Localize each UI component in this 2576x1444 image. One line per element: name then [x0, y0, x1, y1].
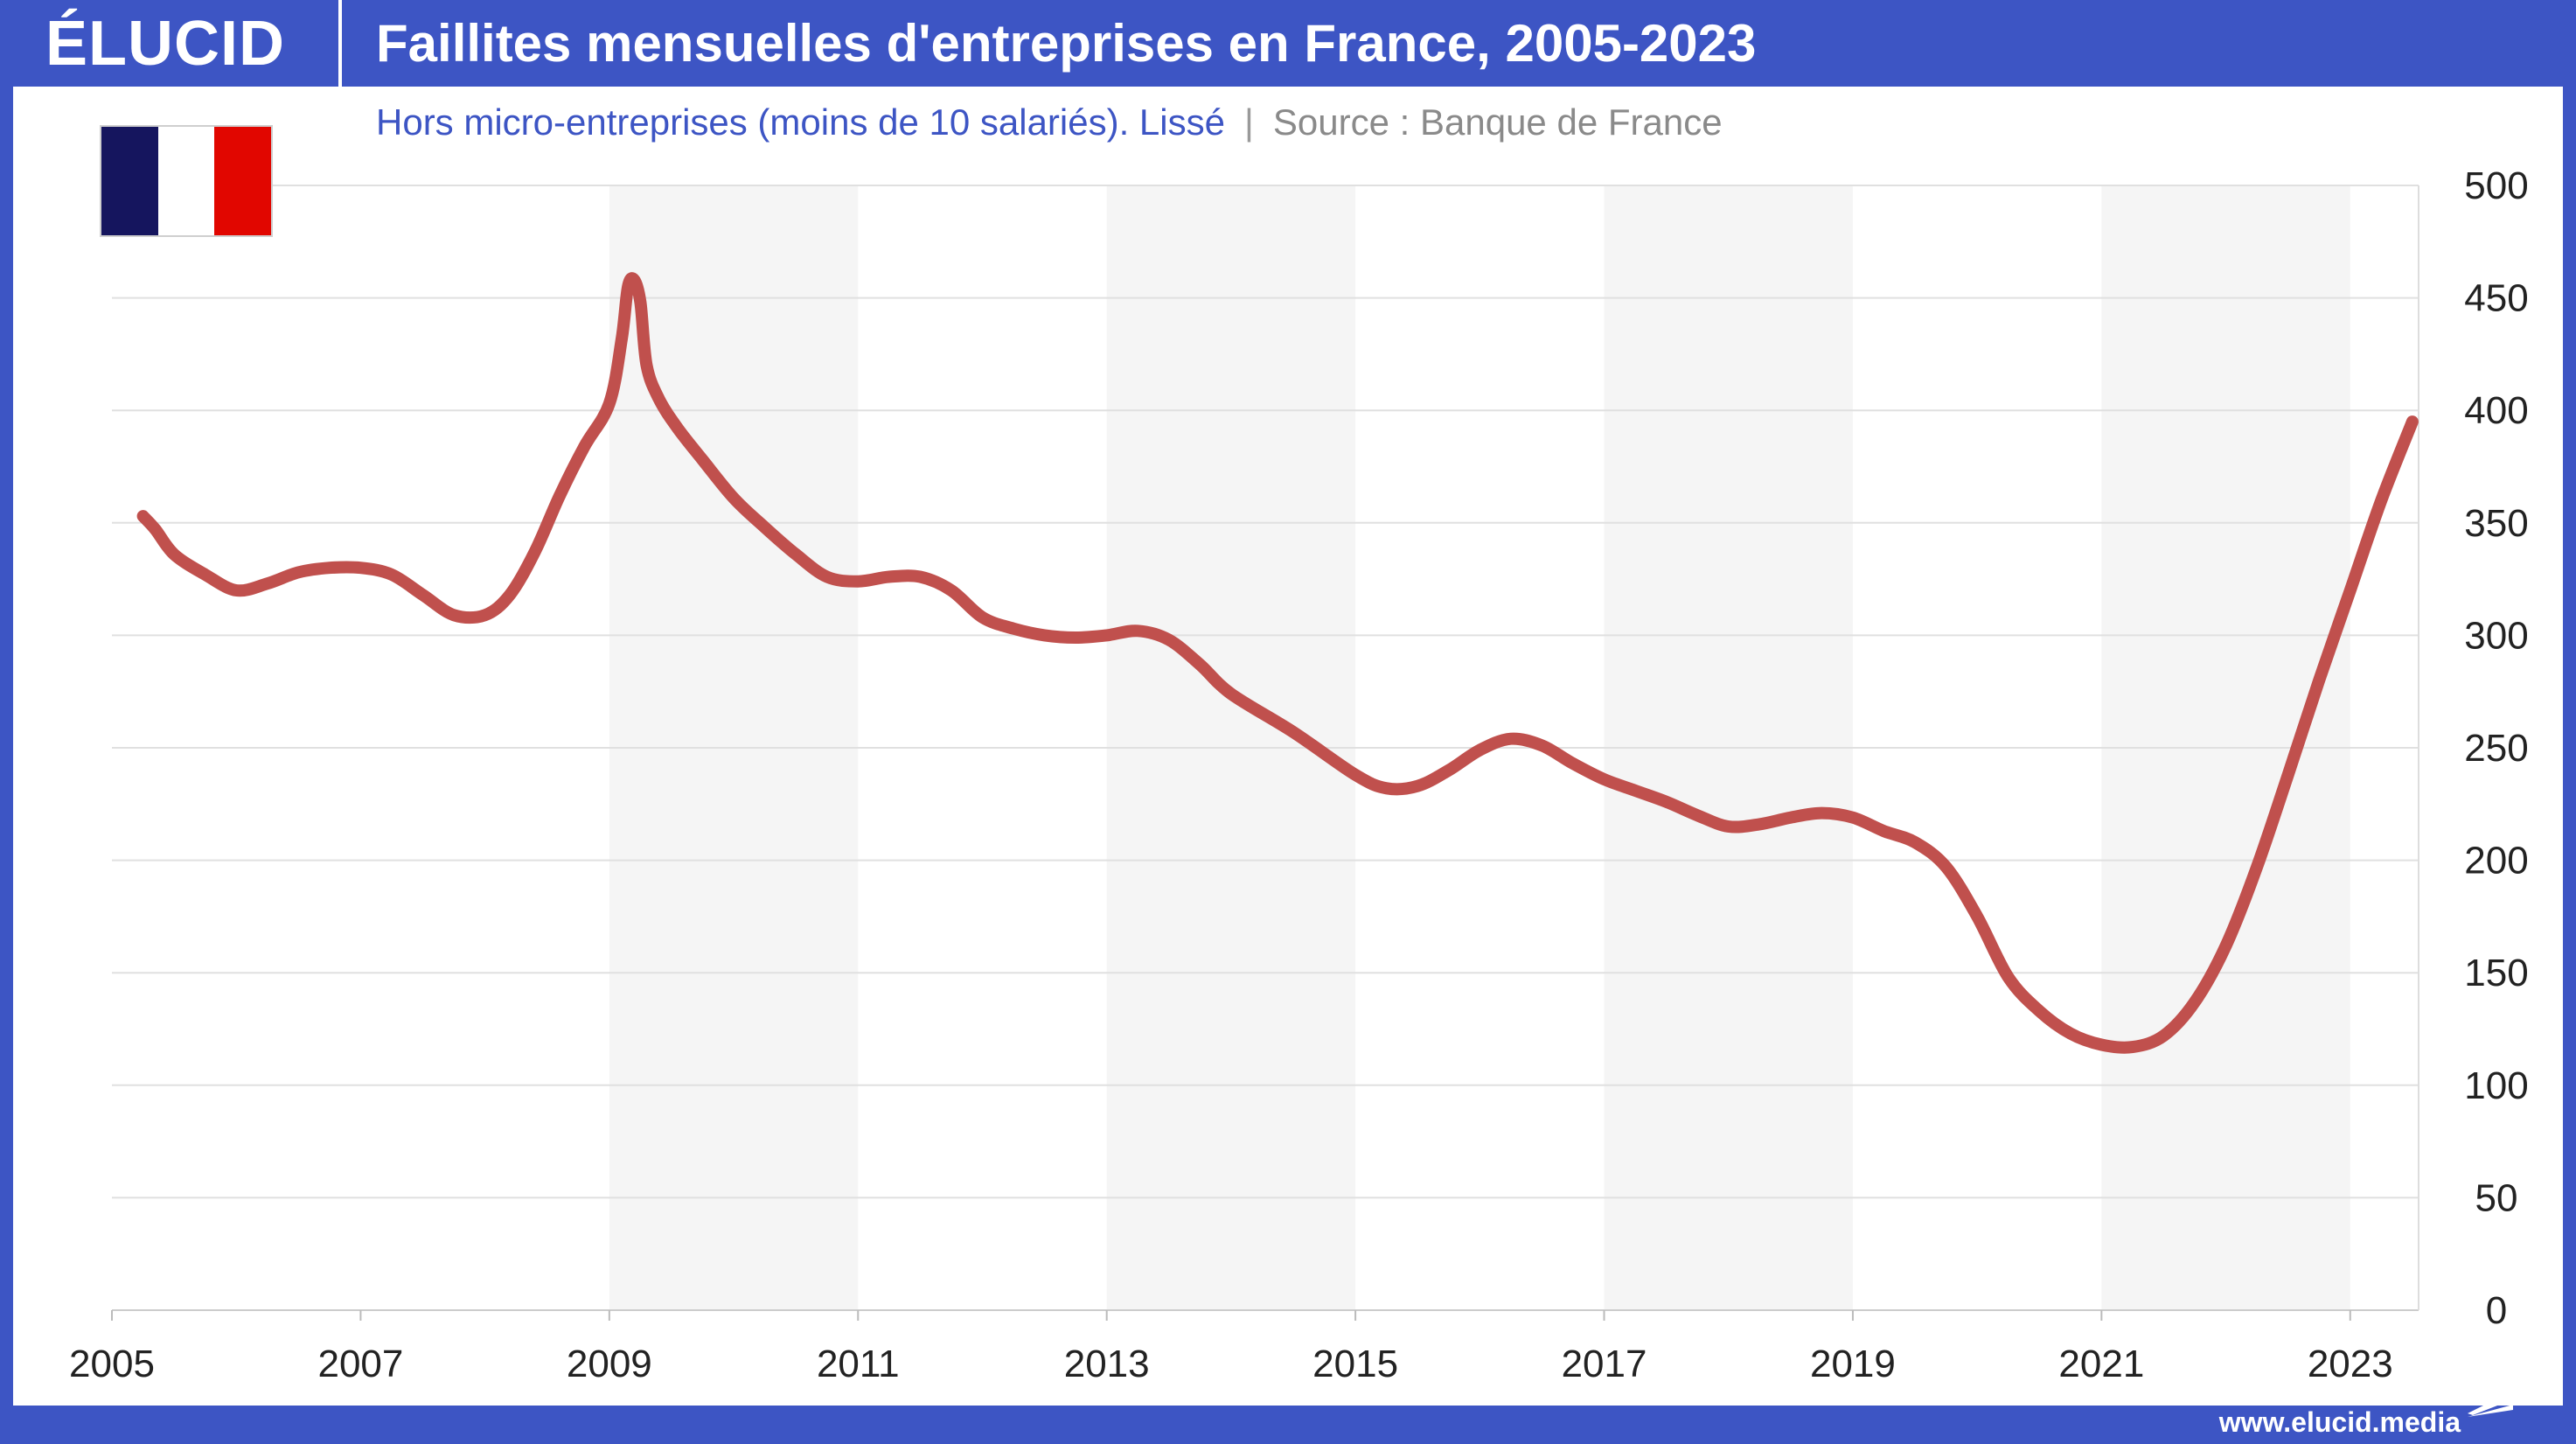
- footer-url[interactable]: www.elucid.media: [2218, 1406, 2461, 1438]
- y-tick-label: 500: [2464, 164, 2528, 207]
- series-line: [136, 272, 2419, 1054]
- y-tick-label: 150: [2464, 952, 2528, 994]
- x-tick-label: 2015: [1312, 1343, 1398, 1385]
- y-tick-label: 250: [2464, 727, 2528, 770]
- header-bar: ÉLUCID Faillites mensuelles d'entreprise…: [0, 0, 2576, 87]
- logo-divider: [338, 0, 342, 87]
- y-tick-label: 50: [2475, 1176, 2518, 1219]
- source-text: Source : Banque de France: [1272, 101, 1723, 143]
- x-tick-label: 2009: [567, 1343, 652, 1385]
- y-tick-label: 400: [2464, 389, 2528, 432]
- y-tick-label: 450: [2464, 277, 2528, 320]
- elucid-mark-icon: [2468, 1391, 2513, 1417]
- chart-subtitle: Hors micro-entreprises (moins de 10 sala…: [376, 98, 1723, 147]
- flag-stripe-white: [157, 127, 215, 235]
- x-tick-label: 2017: [1562, 1343, 1647, 1385]
- chart-title: Faillites mensuelles d'entreprises en Fr…: [376, 14, 1757, 73]
- x-tick-label: 2013: [1064, 1343, 1150, 1385]
- y-tick-label: 200: [2464, 840, 2528, 882]
- x-tick-label: 2011: [817, 1343, 900, 1385]
- france-flag-icon: [100, 125, 273, 237]
- y-tick-label: 0: [2486, 1289, 2507, 1332]
- x-tick-label: 2023: [2308, 1343, 2393, 1385]
- x-tick-label: 2005: [69, 1343, 155, 1385]
- subtitle-text: Hors micro-entreprises (moins de 10 sala…: [376, 101, 1225, 143]
- x-tick-label: 2021: [2058, 1343, 2144, 1385]
- x-tick-label: 2007: [317, 1343, 403, 1385]
- y-tick-label: 300: [2464, 614, 2528, 657]
- y-tick-label: 350: [2464, 502, 2528, 545]
- x-tick-label: 2019: [1810, 1343, 1896, 1385]
- y-tick-label: 100: [2464, 1064, 2528, 1107]
- subtitle-separator: |: [1243, 101, 1254, 143]
- elucid-logo[interactable]: ÉLUCID: [45, 9, 285, 79]
- flag-stripe-blue: [101, 127, 158, 235]
- flag-stripe-red: [214, 127, 272, 235]
